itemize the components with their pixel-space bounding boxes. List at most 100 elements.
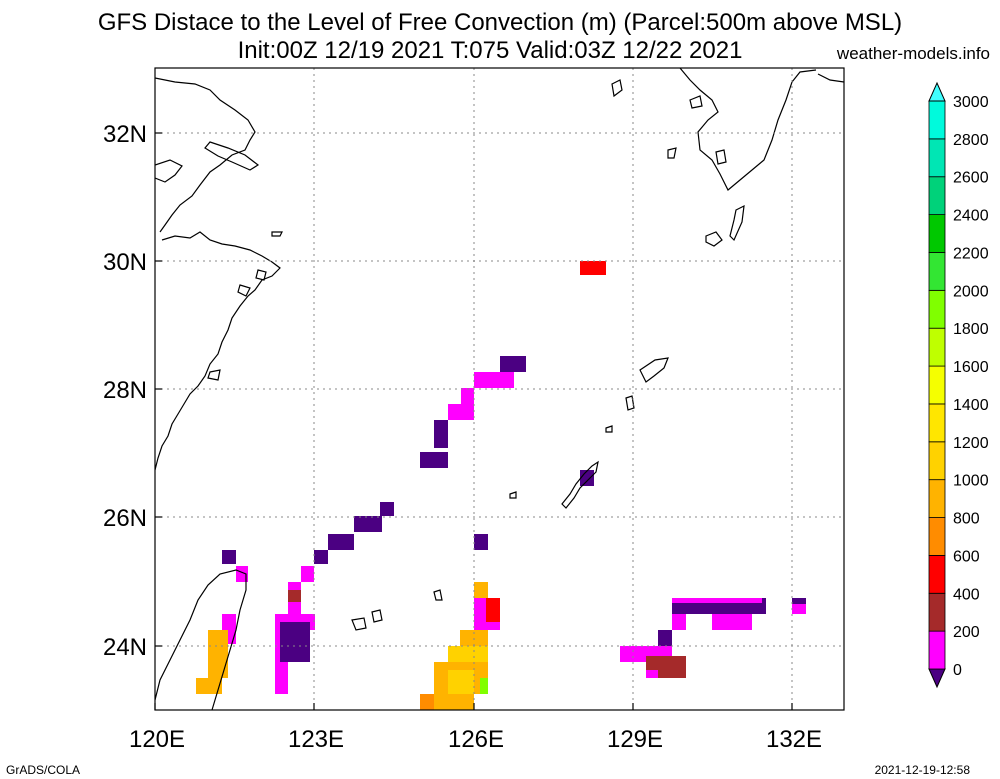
lfc-cell: [474, 582, 488, 598]
colorbar: 0 200 400 600 800 1000 1200 1400 1600 1800 2000 220…: [928, 81, 989, 689]
lon-tick-label: 129E: [607, 726, 663, 753]
lat-tick-label: 32N: [103, 121, 147, 148]
lfc-cell: [461, 388, 474, 404]
ryukyu-island: [433, 589, 443, 601]
lfc-cell: [420, 452, 448, 468]
island: [729, 204, 745, 242]
ryukyu-island: [639, 357, 669, 383]
colorbar-label: 1400: [953, 397, 989, 414]
colorbar-label: 2600: [953, 170, 989, 187]
lat-tick-label: 24N: [103, 634, 147, 661]
colorbar-label: 1000: [953, 473, 989, 490]
lfc-cell: [420, 694, 434, 710]
ryukyu-island: [351, 609, 383, 631]
yangtze-estuary: [204, 141, 260, 171]
colorbar-swatch: [928, 365, 946, 405]
colorbar-label: 600: [953, 548, 980, 565]
colorbar-swatch: [928, 214, 946, 253]
lfc-cell: [792, 598, 806, 606]
taiwan-coastline: [155, 569, 247, 710]
lfc-cell: [448, 404, 474, 420]
island: [667, 95, 703, 159]
colorbar-swatch: [928, 100, 946, 140]
lfc-cell: [672, 598, 762, 603]
colorbar-label: 2000: [953, 283, 989, 300]
lfc-cell: [658, 630, 672, 646]
colorbar-label: 2400: [953, 208, 989, 225]
lfc-cell: [380, 502, 394, 516]
okinawa-island: [561, 460, 599, 509]
lfc-cell: [434, 420, 448, 448]
ryukyu-island: [605, 425, 613, 433]
colorbar-swatch: [928, 517, 946, 556]
colorbar-label: 400: [953, 586, 980, 603]
colorbar-label: 1800: [953, 321, 989, 338]
footer-timestamp: 2021-12-19-12:58: [874, 763, 970, 777]
colorbar-label: 1600: [953, 359, 989, 376]
coastal-islands: [207, 231, 283, 381]
lon-tick-label: 126E: [448, 726, 504, 753]
lfc-cell: [792, 604, 806, 614]
lfc-cell: [712, 614, 752, 630]
colorbar-min-arrow: [928, 668, 946, 689]
china-coastline: [155, 77, 281, 471]
colorbar-swatch: [928, 592, 946, 632]
colorbar-label: 2200: [953, 245, 989, 262]
lon-tick-label: 132E: [766, 726, 822, 753]
lfc-field: [196, 261, 806, 710]
lfc-cell: [580, 261, 606, 275]
axis-labels: 32N 30N 28N 26N 24N 120E 123E 126E 129E …: [103, 121, 822, 753]
lon-tick-label: 120E: [129, 726, 185, 753]
river: [155, 159, 183, 183]
lfc-cell: [222, 550, 236, 564]
colorbar-swatch: [928, 327, 946, 367]
colorbar-swatch: [928, 555, 946, 594]
lfc-cell: [434, 694, 474, 710]
lfc-cell: [672, 614, 686, 630]
gridlines: [155, 68, 844, 710]
site-credit[interactable]: weather-models.info: [836, 44, 990, 63]
lfc-cell: [208, 630, 228, 678]
lat-tick-label: 26N: [103, 505, 147, 532]
island: [705, 231, 723, 247]
colorbar-label: 800: [953, 511, 980, 528]
ryukyu-island: [509, 491, 517, 499]
lfc-cell: [480, 678, 488, 694]
kyushu-coastline: [679, 68, 844, 191]
colorbar-label: 3000: [953, 94, 989, 111]
colorbar-label: 2800: [953, 132, 989, 149]
lfc-cell: [288, 590, 301, 602]
coastlines: [155, 68, 844, 710]
colorbar-swatch: [928, 630, 946, 670]
kyushu-bay: [715, 149, 727, 165]
colorbar-swatch: [928, 252, 946, 291]
ryukyu-island: [625, 395, 635, 411]
lfc-cell: [196, 678, 222, 694]
lfc-cell: [646, 670, 658, 678]
lfc-cell: [448, 670, 474, 694]
lfc-cell: [280, 622, 310, 662]
chart-subtitle: Init:00Z 12/19 2021 T:075 Valid:03Z 12/2…: [237, 37, 743, 64]
lfc-cell: [500, 356, 526, 372]
axis-ticks: [154, 132, 793, 710]
colorbar-swatch: [928, 441, 946, 481]
lfc-cell: [486, 598, 500, 622]
colorbar-swatch: [928, 289, 946, 329]
lfc-cell: [328, 534, 354, 550]
colorbar-swatch: [928, 403, 946, 443]
lfc-cell: [301, 566, 314, 582]
island: [611, 79, 623, 98]
footer-credit: GrADS/COLA: [6, 763, 81, 777]
colorbar-swatch: [928, 176, 946, 216]
colorbar-max-arrow: [928, 81, 946, 102]
colorbar-label: 0: [953, 662, 962, 679]
lfc-cell: [236, 566, 248, 582]
lfc-cell: [474, 372, 514, 388]
lon-tick-label: 123E: [288, 726, 344, 753]
lfc-cell: [580, 470, 594, 486]
colorbar-swatch: [928, 479, 946, 518]
colorbar-label: 1200: [953, 435, 989, 452]
chart-title: GFS Distace to the Level of Free Convect…: [97, 9, 903, 36]
lfc-cell: [354, 516, 382, 532]
